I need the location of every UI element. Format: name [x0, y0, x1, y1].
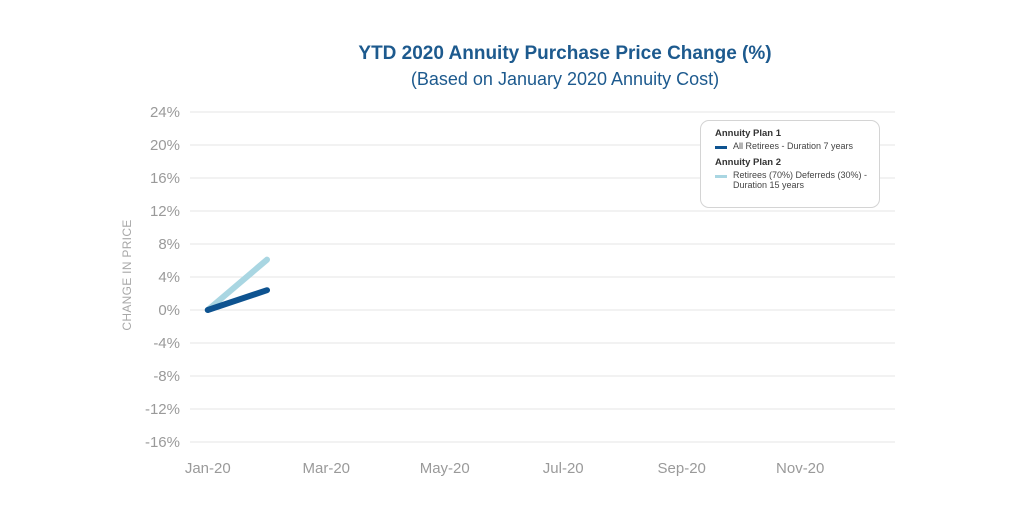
- y-tick-label: 4%: [158, 269, 180, 286]
- legend-group-2-title: Annuity Plan 2: [715, 157, 781, 168]
- x-tick-label: Jan-20: [185, 460, 231, 477]
- legend-item-1: All Retirees - Duration 7 years: [715, 141, 879, 151]
- legend-swatch-1: [715, 146, 727, 149]
- series-line: [204, 256, 271, 313]
- y-tick-label: -16%: [145, 434, 180, 451]
- x-tick-label: Sep-20: [658, 460, 706, 477]
- chart-title: YTD 2020 Annuity Purchase Price Change (…: [358, 43, 772, 64]
- series-lines: [204, 256, 271, 313]
- y-tick-label: 12%: [150, 203, 180, 220]
- legend-label-1: All Retirees - Duration 7 years: [733, 141, 854, 151]
- x-tick-label: Nov-20: [776, 460, 824, 477]
- y-tick-labels: 24% 20% 16% 12% 8% 4% 0% -4% -8% -12% -16%: [145, 104, 180, 451]
- legend: Annuity Plan 1 All Retirees - Duration 7…: [700, 120, 880, 208]
- y-tick-label: 16%: [150, 170, 180, 187]
- y-tick-label: -8%: [153, 368, 180, 385]
- y-tick-label: -12%: [145, 401, 180, 418]
- y-tick-label: 8%: [158, 236, 180, 253]
- x-tick-label: Mar-20: [303, 460, 351, 477]
- legend-label-2: Retirees (70%) Deferreds (30%) - Duratio…: [733, 170, 868, 190]
- chart-subtitle: (Based on January 2020 Annuity Cost): [410, 69, 720, 89]
- x-tick-label: Jul-20: [543, 460, 584, 477]
- x-tick-labels: Jan-20 Mar-20 May-20 Jul-20 Sep-20 Nov-20: [185, 460, 825, 477]
- legend-swatch-2: [715, 175, 727, 178]
- x-tick-label: May-20: [420, 460, 470, 477]
- y-tick-label: 20%: [150, 137, 180, 154]
- legend-item-2: Retirees (70%) Deferreds (30%) - Duratio…: [715, 170, 879, 190]
- y-tick-label: 0%: [158, 302, 180, 319]
- legend-group-1-title: Annuity Plan 1: [715, 128, 781, 139]
- y-tick-label: 24%: [150, 104, 180, 121]
- series-line: [204, 287, 271, 313]
- y-tick-label: -4%: [153, 335, 180, 352]
